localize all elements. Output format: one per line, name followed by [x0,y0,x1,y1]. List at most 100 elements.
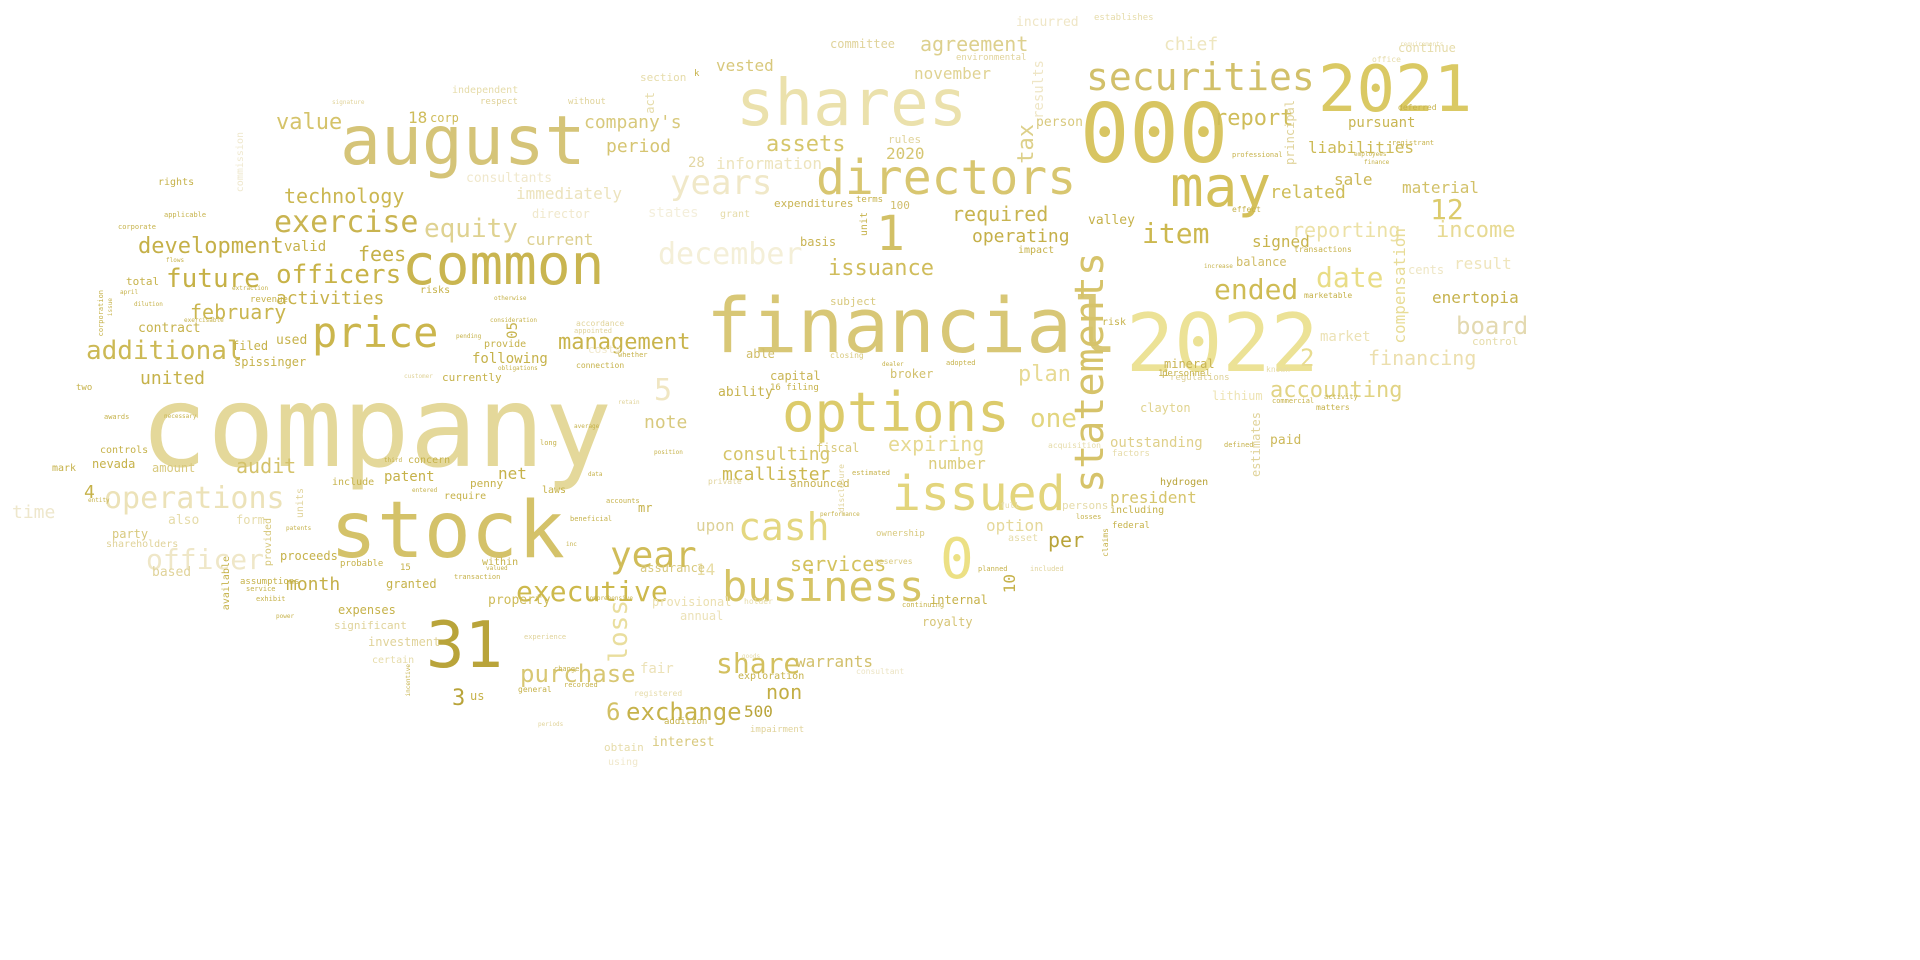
word-whether: whether [618,351,648,359]
word-november: november [914,64,992,83]
word-also: also [168,513,200,528]
word-corporation: corporation [97,290,105,337]
word-upon: upon [696,516,735,535]
word-2: 2 [1300,344,1315,372]
word-defined: defined [1224,441,1254,449]
word-respect: respect [480,97,518,107]
word-per: per [1048,528,1085,552]
word-28: 28 [688,155,705,171]
word-number: number [928,454,986,473]
word-issued: issued [892,466,1066,522]
word-future: future [166,264,260,294]
word-proceeds: proceeds [280,549,338,563]
word-provisional: provisional [652,595,732,609]
word-expiring: expiring [888,432,985,456]
word-outstanding: outstanding [1110,435,1203,451]
word-us: us [470,689,485,703]
word-mark: mark [52,463,77,474]
word-fair: fair [640,661,674,677]
word-experience: experience [524,633,567,641]
word-financial: financial [706,281,1118,370]
word-000: 000 [1080,87,1229,182]
word-date: date [1316,261,1384,294]
word-material: material [1402,178,1480,197]
word-accordance: accordance [576,319,625,328]
word-rules: rules [888,133,922,146]
word-vested: vested [716,56,774,75]
word-15: 15 [400,563,411,573]
word-k: k [694,69,700,79]
word-one: one [1030,404,1077,434]
word-time: time [12,502,56,523]
word-compensation: compensation [1390,228,1409,344]
word-clayton: clayton [1140,401,1191,415]
word-committee: committee [830,37,896,51]
word-closing: closing [830,351,864,360]
word-year: year [610,535,697,576]
word-value: value [276,110,343,135]
word-3: 3 [452,686,466,711]
word-company: company [140,363,613,493]
word-agreement: agreement [920,32,1029,56]
word-planned: planned [978,565,1008,573]
word-risks: risks [420,285,451,296]
word-internal: internal [930,593,988,607]
word-independent: independent [452,85,519,96]
word-activities: activities [276,288,385,309]
word-assurance: assurance [640,561,706,575]
word-dealer: dealer [882,361,904,368]
word-technology: technology [284,184,405,208]
word-unit: unit [859,212,870,237]
word-stock: stock [330,486,565,576]
word-note: note [644,412,688,433]
word-necessary: necessary [164,413,197,420]
word-office: office [1372,55,1401,64]
word-fiscal: fiscal [816,441,860,455]
word-applicable: applicable [164,211,207,219]
word-corporate: corporate [118,223,156,231]
word-otherwise: otherwise [494,295,527,302]
word-private: private [708,477,742,486]
word-capital: capital [770,369,821,383]
word-data: data [588,471,603,478]
word-filed: filed [232,339,269,353]
word-investment: investment [368,635,441,649]
word-penny: penny [470,477,504,490]
word-probable: probable [340,559,384,569]
word-result: result [1454,254,1512,273]
word-commercial: commercial [1272,397,1315,405]
word-14: 14 [696,560,716,579]
word-continuing: continuing [902,601,945,609]
word-united: united [140,368,206,389]
word-consultant: consultant [856,667,905,676]
word-principal: principal [1283,100,1297,166]
word-deferred: deferred [1398,103,1437,112]
word-executive: executive [516,575,668,608]
word-matters: matters [1316,403,1350,412]
word-exercise: exercise [274,205,419,240]
word-options: options [782,381,1010,444]
word-continue: continue [1398,41,1456,55]
word-act: act [643,92,657,114]
word-section: section [640,71,687,84]
word-effect: effect [1232,205,1261,214]
word-issue: issue [107,298,114,317]
word-grant: grant [720,209,751,220]
word-recorded: recorded [564,681,598,689]
word-comprehensive: comprehensive [586,595,633,602]
word-incentive: incentive [405,664,412,697]
word-april: april [120,289,139,296]
word-exercisable: exercisable [184,317,224,324]
word-consideration: consideration [490,317,537,324]
word-rights: rights [158,177,195,188]
word-reserves: reserves [874,557,913,566]
word-100: 100 [890,199,910,212]
word-provide: provide [484,339,527,350]
word-paid: paid [1270,433,1302,448]
word-officer: officer [146,543,265,576]
word-form: form [236,513,265,527]
word-market: market [1320,329,1371,345]
word-significant: significant [334,619,407,632]
word-related: related [1270,182,1346,203]
